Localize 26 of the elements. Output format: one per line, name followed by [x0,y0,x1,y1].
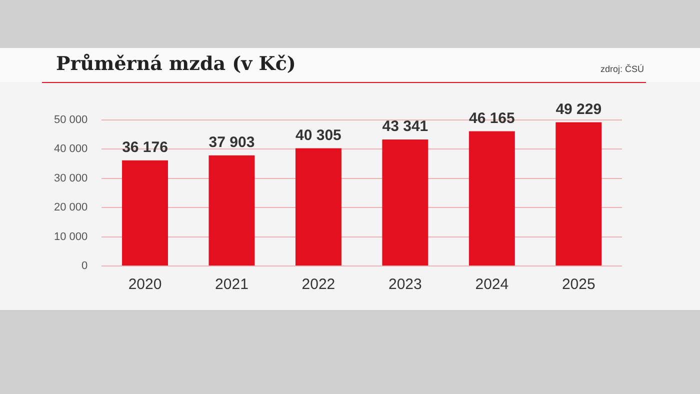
y-tick-label: 50 000 [54,114,88,126]
bar [556,122,602,266]
text: zdroj: ČSÚ [600,64,644,74]
y-tick-label: 20 000 [54,202,88,214]
y-tick-label: 0 [82,260,88,272]
x-tick-label: 2023 [388,276,422,294]
data-label: 37 903 [208,134,255,151]
bar [208,155,255,266]
bar [122,160,168,266]
y-tick-label: 40 000 [54,143,88,156]
x-tick-label: 2021 [215,276,248,294]
x-tick-label: 2024 [475,276,509,294]
data-label: 49 229 [556,100,602,118]
data-label: 46 165 [468,110,515,127]
bar [468,131,515,266]
bar [295,148,342,266]
x-tick-label: 2020 [128,276,162,294]
x-tick-label: 2025 [562,276,596,294]
y-tick-label: 10 000 [54,230,88,243]
y-tick-label: 30 000 [54,172,88,184]
bar [382,139,428,266]
data-label: 36 176 [122,139,168,156]
data-label: 43 341 [382,118,428,136]
chart-title: Průměrná mzda (v Kč) [56,53,296,75]
x-tick-label: 2022 [302,276,336,294]
data-label: 40 305 [296,126,342,144]
